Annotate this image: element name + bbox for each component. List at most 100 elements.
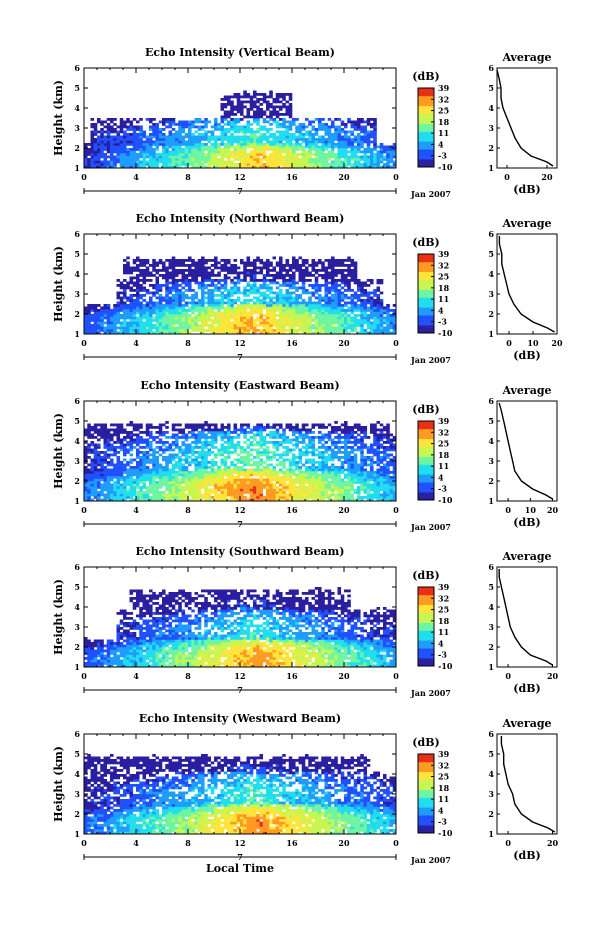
heatmap-cell bbox=[279, 321, 283, 325]
heatmap-cell bbox=[269, 331, 273, 335]
heatmap-cell bbox=[331, 269, 335, 272]
heatmap-cell bbox=[233, 105, 238, 109]
heatmap-cell bbox=[331, 123, 335, 126]
heatmap-cell bbox=[207, 481, 212, 484]
heatmap-cell bbox=[136, 493, 140, 497]
heatmap-cell bbox=[106, 309, 111, 312]
heatmap-cell bbox=[197, 259, 202, 262]
heatmap-cell bbox=[139, 163, 143, 166]
heatmap-cell bbox=[145, 326, 150, 330]
heatmap-cell bbox=[386, 331, 390, 335]
heatmap-cell bbox=[204, 463, 208, 467]
heatmap-cell bbox=[93, 496, 98, 499]
heatmap-cell bbox=[155, 158, 160, 161]
heatmap-cell bbox=[106, 319, 111, 322]
heatmap-cell bbox=[168, 138, 173, 141]
heatmap-cell bbox=[184, 476, 189, 479]
heatmap-cell bbox=[347, 271, 351, 275]
heatmap-cell bbox=[318, 128, 322, 131]
heatmap-cell bbox=[178, 324, 182, 327]
heatmap-cell bbox=[100, 461, 104, 464]
heatmap-cell bbox=[191, 279, 195, 282]
heatmap-cell bbox=[360, 321, 364, 325]
heatmap-cell bbox=[123, 491, 127, 494]
average-y-tick-label: 5 bbox=[488, 83, 494, 93]
heatmap-cell bbox=[249, 160, 254, 164]
heatmap-cell bbox=[197, 431, 202, 434]
colorbar-swatch bbox=[418, 267, 434, 271]
heatmap-cell bbox=[253, 133, 257, 136]
heatmap-cell bbox=[162, 321, 166, 325]
heatmap-cell bbox=[142, 438, 147, 442]
heatmap-cell bbox=[181, 128, 186, 131]
heatmap-cell bbox=[223, 296, 228, 300]
heatmap-cell bbox=[191, 329, 195, 332]
heatmap-cell bbox=[204, 118, 208, 121]
heatmap-cell bbox=[145, 446, 150, 449]
heatmap-cell bbox=[93, 130, 98, 134]
heatmap-cell bbox=[282, 113, 286, 116]
colorbar-swatch bbox=[418, 157, 434, 160]
heatmap-cell bbox=[370, 281, 374, 285]
heatmap-cell bbox=[84, 314, 88, 317]
heatmap-cell bbox=[246, 314, 251, 317]
heatmap-cell bbox=[136, 471, 140, 474]
heatmap-cell bbox=[194, 426, 199, 429]
heatmap-cell bbox=[113, 163, 117, 166]
heatmap-cell bbox=[162, 433, 166, 437]
heatmap-cell bbox=[262, 264, 267, 267]
heatmap-cells bbox=[84, 90, 397, 169]
heatmap-cell bbox=[275, 274, 280, 277]
heatmap-cell bbox=[327, 261, 332, 265]
heatmap-cell bbox=[90, 319, 95, 322]
heatmap-cell bbox=[246, 160, 251, 164]
heatmap-cell bbox=[240, 291, 244, 295]
heatmap-cell bbox=[311, 163, 316, 166]
heatmap-cell bbox=[142, 441, 147, 444]
heatmap-cell bbox=[324, 133, 329, 136]
heatmap-cell bbox=[373, 304, 377, 307]
heatmap-cell bbox=[314, 163, 319, 166]
heatmap-cell bbox=[223, 155, 228, 159]
heatmap-cell bbox=[155, 488, 160, 492]
heatmap-cell bbox=[126, 264, 130, 267]
heatmap-cell bbox=[350, 306, 355, 310]
heatmap-cell bbox=[188, 493, 192, 497]
heatmap-cell bbox=[243, 135, 247, 139]
heatmap-cell bbox=[97, 120, 101, 124]
heatmap-cell bbox=[201, 481, 205, 484]
heatmap-cell bbox=[93, 478, 98, 482]
heatmap-cell bbox=[295, 319, 299, 322]
heatmap-cell bbox=[136, 468, 140, 472]
heatmap-cell bbox=[84, 486, 88, 489]
heatmap-cell bbox=[214, 165, 218, 169]
heatmap-cell bbox=[253, 281, 257, 285]
heatmap-cell bbox=[308, 321, 312, 325]
heatmap-cell bbox=[129, 326, 134, 330]
heatmap-cell bbox=[194, 291, 199, 295]
heatmap-cell bbox=[165, 299, 169, 302]
heatmap-cell bbox=[175, 466, 179, 469]
heatmap-cell bbox=[292, 311, 296, 315]
heatmap-cell bbox=[253, 309, 257, 312]
heatmap-cell bbox=[334, 271, 338, 275]
heatmap-cell bbox=[110, 128, 114, 131]
heatmap-cell bbox=[207, 329, 212, 332]
heatmap-cell bbox=[327, 331, 332, 335]
heatmap-cell bbox=[327, 316, 332, 320]
heatmap-cell bbox=[119, 493, 124, 497]
heatmap-cell bbox=[97, 140, 101, 144]
heatmap-cell bbox=[204, 271, 208, 275]
heatmap-cell bbox=[152, 123, 156, 126]
heatmap-cell bbox=[266, 135, 270, 139]
heatmap-cell bbox=[106, 453, 111, 457]
heatmap-cell bbox=[298, 143, 303, 146]
heatmap-cell bbox=[246, 301, 251, 305]
heatmap-cell bbox=[243, 261, 247, 265]
heatmap-cell bbox=[165, 446, 169, 449]
heatmap-cell bbox=[194, 441, 199, 444]
heatmap-cell bbox=[259, 259, 264, 262]
heatmap-cell bbox=[324, 276, 329, 280]
heatmap-cell bbox=[175, 331, 179, 335]
heatmap-cell bbox=[116, 319, 121, 322]
